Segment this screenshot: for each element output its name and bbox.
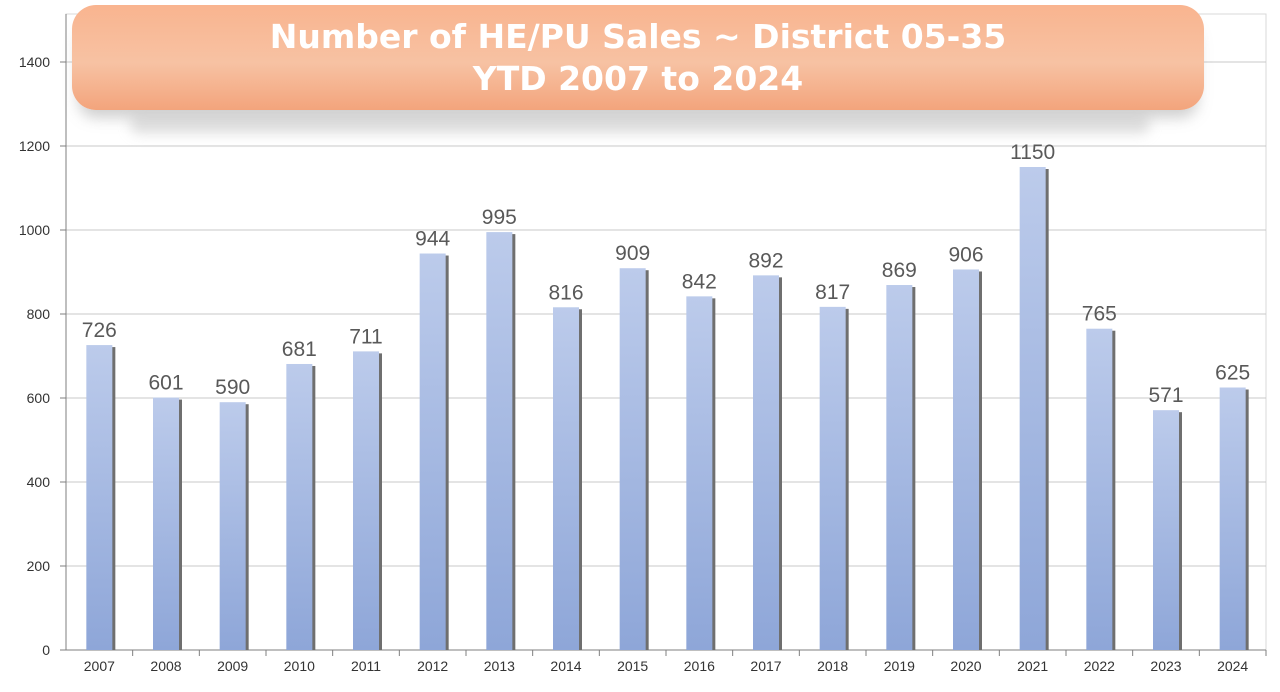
bar-2020 xyxy=(953,269,979,650)
x-tick-label-2010: 2010 xyxy=(284,658,315,674)
data-label-2024: 625 xyxy=(1215,362,1250,385)
bar-2009 xyxy=(219,402,246,650)
bar-2008 xyxy=(153,397,179,650)
x-tick-label-2009: 2009 xyxy=(217,658,248,674)
y-tick-label-1400: 1400 xyxy=(19,54,50,70)
bar-2016 xyxy=(686,296,713,650)
bar-2012 xyxy=(419,253,446,650)
y-tick-label-800: 800 xyxy=(27,306,51,322)
bar-2007 xyxy=(86,345,113,650)
y-tick-label-600: 600 xyxy=(27,390,51,406)
x-tick-label-2022: 2022 xyxy=(1084,658,1115,674)
bar-2021 xyxy=(1019,167,1046,650)
x-tick-label-2014: 2014 xyxy=(550,658,581,674)
data-label-2023: 571 xyxy=(1148,384,1183,407)
x-axis-ticks: 2007 2008 2009 2010 2011 2012 2013 2014 2015 2016… xyxy=(84,658,1249,674)
x-tick-label-2015: 2015 xyxy=(617,658,648,674)
data-label-2021: 1150 xyxy=(1010,141,1055,164)
data-label-2022: 765 xyxy=(1082,303,1117,326)
x-tick-label-2017: 2017 xyxy=(750,658,781,674)
x-tick-label-2020: 2020 xyxy=(950,658,981,674)
x-tick-label-2023: 2023 xyxy=(1150,658,1181,674)
bar-2018 xyxy=(819,306,846,650)
x-tick-label-2011: 2011 xyxy=(351,658,381,674)
data-label-2020: 906 xyxy=(948,243,983,266)
data-label-2007: 726 xyxy=(82,319,117,342)
x-tick-label-2016: 2016 xyxy=(684,658,715,674)
bar-2017 xyxy=(753,275,779,650)
chart-subtitle: YTD 2007 to 2024 xyxy=(472,58,804,98)
bar-2010 xyxy=(286,363,313,650)
data-label-2014: 816 xyxy=(548,281,583,304)
title-shadow xyxy=(130,116,1150,134)
data-label-2018: 817 xyxy=(815,281,850,304)
bar-2019 xyxy=(886,285,913,650)
x-tick-label-2018: 2018 xyxy=(817,658,848,674)
data-label-2009: 590 xyxy=(215,376,250,399)
data-label-2012: 944 xyxy=(415,228,450,251)
data-labels: 726 601 590 681 711 944 995 816 909 842 892 817 869 9… xyxy=(82,141,1250,407)
axes xyxy=(60,14,1267,656)
data-label-2015: 909 xyxy=(615,242,650,265)
x-tick-label-2012: 2012 xyxy=(417,658,448,674)
data-label-2016: 842 xyxy=(682,270,717,293)
bar-2015 xyxy=(619,268,646,650)
gridlines xyxy=(66,61,1266,567)
y-tick-label-1000: 1000 xyxy=(19,222,50,238)
y-tick-label-1200: 1200 xyxy=(19,138,50,154)
x-tick-label-2024: 2024 xyxy=(1217,658,1248,674)
y-axis-ticks: 0 200 400 600 800 1000 1200 1400 xyxy=(19,54,50,658)
x-tick-label-2019: 2019 xyxy=(884,658,915,674)
bar-2013 xyxy=(486,232,513,650)
chart-title: Number of HE/PU Sales ~ District 05-35 xyxy=(269,16,1007,56)
data-label-2017: 892 xyxy=(748,249,783,272)
y-tick-label-200: 200 xyxy=(27,558,51,574)
x-tick-label-2021: 2021 xyxy=(1017,658,1048,674)
data-label-2011: 711 xyxy=(349,325,382,348)
bar-2022 xyxy=(1086,328,1113,650)
data-label-2013: 995 xyxy=(482,206,517,229)
bar-2023 xyxy=(1153,410,1179,650)
data-label-2019: 869 xyxy=(882,259,917,282)
bar-2011 xyxy=(353,351,379,650)
bar-2014 xyxy=(553,307,579,650)
bars xyxy=(86,167,1249,650)
data-label-2010: 681 xyxy=(282,338,317,361)
chart-title-box: Number of HE/PU Sales ~ District 05-35 Y… xyxy=(72,5,1204,110)
x-tick-label-2007: 2007 xyxy=(84,658,115,674)
y-tick-label-400: 400 xyxy=(27,474,51,490)
x-tick-label-2013: 2013 xyxy=(484,658,515,674)
x-tick-label-2008: 2008 xyxy=(150,658,181,674)
data-label-2008: 601 xyxy=(148,372,183,395)
y-tick-label-0: 0 xyxy=(42,642,50,658)
bar-2024 xyxy=(1219,387,1246,650)
